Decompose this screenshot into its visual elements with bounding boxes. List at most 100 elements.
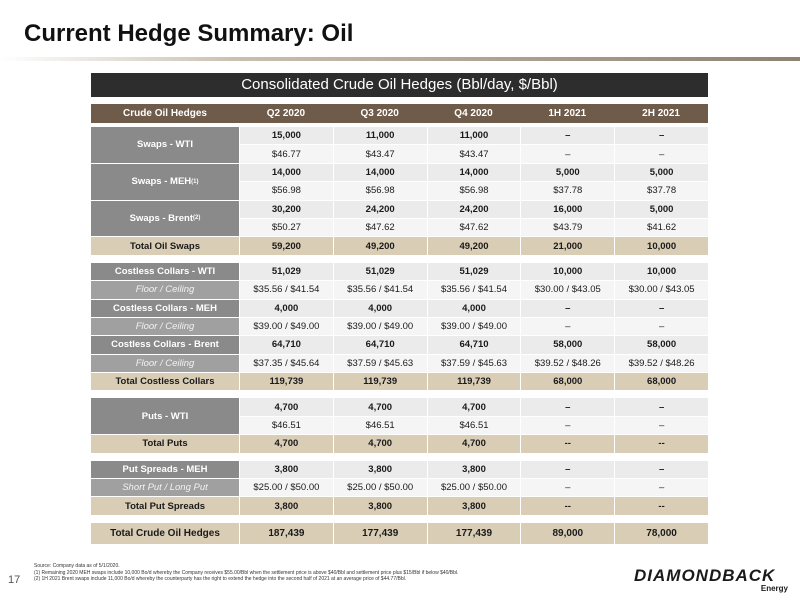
table-cell: $30.00 / $43.05 [614, 281, 708, 300]
table-cell: $25.00 / $50.00 [426, 479, 521, 498]
total-put-spreads-row: Total Put Spreads 3,800 3,800 3,800 -- -… [91, 497, 708, 516]
table-cell: 24,200 [426, 200, 521, 219]
table-cell: 119,739 [426, 373, 521, 392]
table-cell: $37.78 [520, 182, 615, 201]
table-cell: 49,200 [332, 237, 427, 256]
table-cell: 14,000 [332, 163, 427, 183]
table-cell: 14,000 [426, 163, 521, 183]
row-label: Floor / Ceiling [91, 317, 239, 337]
table-row: Short Put / Long Put $25.00 / $50.00 $25… [91, 479, 708, 498]
table-cell: – [520, 299, 615, 318]
table-cell: -- [520, 497, 615, 516]
table-cell: 3,800 [239, 460, 333, 480]
row-label: Total Oil Swaps [91, 237, 239, 256]
table-cell: 49,200 [426, 237, 521, 256]
total-crude-oil-hedges-row: Total Crude Oil Hedges 187,439 177,439 1… [91, 522, 708, 545]
table-cell: 78,000 [614, 522, 708, 545]
table-cell: 5,000 [614, 163, 708, 183]
table-row: Floor / Ceiling $35.56 / $41.54 $35.56 /… [91, 281, 708, 300]
table-cell: $37.35 / $45.64 [239, 354, 333, 374]
table-cell: – [520, 398, 615, 417]
table-cell: – [614, 398, 708, 417]
table-cell: 16,000 [520, 200, 615, 219]
table-cell: 58,000 [614, 336, 708, 355]
logo-subtitle: Energy [760, 584, 788, 593]
table-cell: -- [614, 497, 708, 516]
table-cell: 3,800 [426, 497, 521, 516]
table-banner: Consolidated Crude Oil Hedges (Bbl/day, … [91, 73, 708, 97]
table-cell: 11,000 [426, 127, 521, 146]
table-cell: 10,000 [614, 262, 708, 282]
group-puts-wti: Puts - WTI 4,700 4,700 4,700 – – $46.51 … [91, 398, 708, 436]
table-cell: $43.47 [332, 145, 427, 164]
table-row: Costless Collars - Brent 64,710 64,710 6… [91, 336, 708, 355]
table-cell: $37.59 / $45.63 [426, 354, 521, 374]
table-cell: 3,800 [332, 497, 427, 516]
table-cell: 10,000 [614, 237, 708, 256]
table-cell: 4,000 [239, 299, 333, 318]
table-cell: $46.77 [239, 145, 333, 164]
row-label: Swaps - Brent (2) [91, 200, 239, 238]
table-cell: 58,000 [520, 336, 615, 355]
table-cell: $37.78 [614, 182, 708, 201]
table-cell: 30,200 [239, 200, 333, 219]
table-cell: 4,700 [332, 435, 427, 454]
table-cell: $56.98 [239, 182, 333, 201]
table-cell: $56.98 [332, 182, 427, 201]
table-cell: 3,800 [332, 460, 427, 480]
table-cell: -- [520, 435, 615, 454]
title-divider [0, 57, 800, 61]
table-cell: 177,439 [426, 522, 521, 545]
footnote-1: (1) Remaining 2020 MEH swaps include 10,… [34, 569, 459, 576]
table-cell: 5,000 [520, 163, 615, 183]
table-cell: 4,700 [332, 398, 427, 417]
source-note: Source: Company data as of 5/1/2020. [34, 563, 120, 569]
table-cell: -- [614, 435, 708, 454]
table-cell: 64,710 [239, 336, 333, 355]
header-cell: Q4 2020 [454, 108, 493, 119]
row-label: Total Puts [91, 435, 239, 454]
row-label: Costless Collars - WTI [91, 262, 239, 282]
table-cell: 11,000 [332, 127, 427, 146]
table-cell: – [520, 460, 615, 480]
row-label: Total Crude Oil Hedges [91, 522, 239, 545]
table-cell: $30.00 / $43.05 [520, 281, 615, 300]
table-cell: 119,739 [332, 373, 427, 392]
table-cell: 4,700 [239, 398, 333, 417]
table-cell: – [614, 299, 708, 318]
table-cell: – [614, 145, 708, 164]
table-cell: 4,700 [426, 398, 521, 417]
table-cell: 89,000 [520, 522, 615, 545]
table-cell: $35.56 / $41.54 [332, 281, 427, 300]
table-cell: – [614, 317, 708, 337]
row-label: Short Put / Long Put [91, 479, 239, 498]
header-cell: Crude Oil Hedges [123, 108, 207, 119]
row-label: Swaps - MEH (1) [91, 163, 239, 201]
table-cell: – [520, 317, 615, 337]
table-cell: – [520, 145, 615, 164]
row-label: Floor / Ceiling [91, 354, 239, 374]
table-cell: 51,029 [332, 262, 427, 282]
company-logo: DIAMONDBACK Energy [634, 566, 794, 596]
table-cell: 59,200 [239, 237, 333, 256]
footnote-2: (2) 1H 2021 Brent swaps include 11,000 B… [34, 576, 407, 582]
table-cell: $41.62 [614, 218, 708, 238]
group-swaps-meh: Swaps - MEH (1) 14,000 14,000 14,000 5,00… [91, 163, 708, 201]
table-cell: $46.51 [239, 416, 333, 436]
table-cell: 3,800 [426, 460, 521, 480]
table-cell: 4,000 [426, 299, 521, 318]
table-cell: 119,739 [239, 373, 333, 392]
table-cell: $35.56 / $41.54 [239, 281, 333, 300]
group-swaps-brent: Swaps - Brent (2) 30,200 24,200 24,200 16… [91, 200, 708, 238]
table-cell: $39.00 / $49.00 [426, 317, 521, 337]
table-cell: $25.00 / $50.00 [332, 479, 427, 498]
table-cell: – [614, 460, 708, 480]
table-cell: – [614, 127, 708, 146]
row-label: Floor / Ceiling [91, 281, 239, 300]
table-cell: – [520, 479, 615, 498]
total-puts-row: Total Puts 4,700 4,700 4,700 -- -- [91, 435, 708, 454]
table-cell: 68,000 [520, 373, 615, 392]
table-cell: 4,700 [426, 435, 521, 454]
hedge-table: Consolidated Crude Oil Hedges (Bbl/day, … [91, 73, 708, 545]
table-cell: $39.52 / $48.26 [520, 354, 615, 374]
